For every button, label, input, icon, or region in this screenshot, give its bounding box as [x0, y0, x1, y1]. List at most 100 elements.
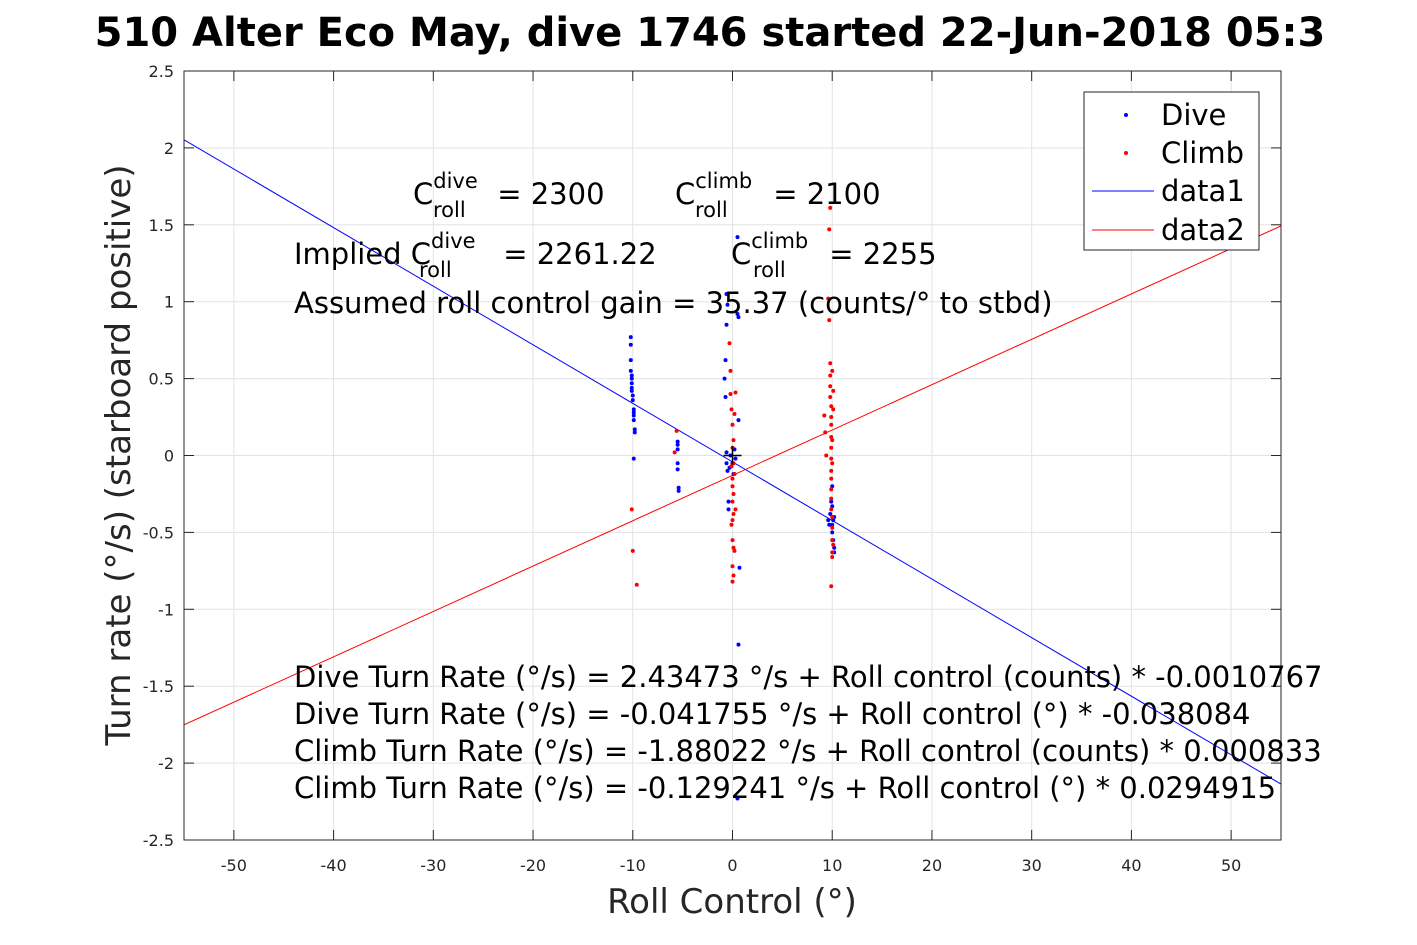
- climb-point-19: [729, 522, 734, 527]
- x-tick-label-1: -40: [321, 856, 347, 875]
- climb-point-2: [634, 582, 639, 587]
- legend-climb-marker: [1124, 151, 1128, 155]
- climb-point-15: [731, 491, 736, 496]
- climb-point-27: [732, 411, 737, 416]
- svg-text:Cclimb: Cclimb: [731, 229, 808, 271]
- dive-point-58: [831, 518, 836, 523]
- dive-point-61: [830, 522, 835, 527]
- climb-point-32: [823, 430, 828, 435]
- x-tick-label-8: 30: [1022, 856, 1042, 875]
- dive-point-19: [675, 442, 680, 447]
- x-tick-label-10: 50: [1221, 856, 1241, 875]
- y-tick-label-7: 1: [164, 293, 174, 312]
- dive-point-1: [628, 342, 633, 347]
- climb-point-26: [733, 390, 738, 395]
- data-points: [628, 205, 837, 801]
- climb-point-63: [830, 515, 835, 520]
- implied-dive-sup: dive: [431, 229, 476, 253]
- climb-point-42: [829, 422, 834, 427]
- dive-point-13: [631, 413, 636, 418]
- dive-point-34: [726, 499, 731, 504]
- dive-point-9: [630, 393, 635, 398]
- y-tick-label-10: 2.5: [149, 62, 174, 81]
- climb-point-25: [730, 579, 735, 584]
- c-roll-dive-value: = 2300: [488, 177, 605, 211]
- dive-point-54: [830, 530, 835, 535]
- dive-point-41: [733, 456, 738, 461]
- svg-text:Cclimb: Cclimb: [675, 169, 752, 211]
- legend-data1-label: data1: [1161, 174, 1245, 208]
- climb-point-4: [674, 428, 679, 433]
- dive-point-14: [631, 418, 636, 423]
- dive-point-52: [829, 499, 834, 504]
- dive-point-29: [722, 376, 727, 381]
- climb-point-46: [829, 468, 834, 473]
- climb-point-8: [729, 407, 734, 412]
- x-tick-label-2: -30: [420, 856, 446, 875]
- climb-point-53: [830, 550, 835, 555]
- climb-point-56: [827, 227, 832, 232]
- climb-point-47: [829, 476, 834, 481]
- climb-point-39: [828, 395, 833, 400]
- climb-point-64: [831, 542, 836, 547]
- c-roll-climb-sub: roll: [695, 198, 728, 222]
- climb-point-38: [828, 384, 833, 389]
- dive-point-28: [723, 358, 728, 363]
- chart-title: 510 Alter Eco May, dive 1746 started 22-…: [95, 10, 1326, 56]
- y-axis-label: Turn rate (°/s) (starboard positive): [99, 164, 139, 746]
- y-tick-label-8: 1.5: [149, 216, 174, 235]
- dive-point-4: [629, 373, 634, 378]
- c-roll-dive-base: C: [413, 177, 433, 211]
- dive-point-49: [826, 518, 831, 523]
- y-tick-label-4: -0.5: [143, 523, 174, 542]
- equation-annotations: Dive Turn Rate (°/s) = 2.43473 °/s + Rol…: [294, 660, 1322, 805]
- climb-point-59: [831, 388, 836, 393]
- dive-point-17: [631, 456, 636, 461]
- dive-point-45: [736, 418, 741, 423]
- dive-point-46: [737, 565, 742, 570]
- c-roll-climb-base: C: [675, 177, 695, 211]
- climb-point-20: [730, 538, 735, 543]
- x-tick-label-9: 40: [1121, 856, 1141, 875]
- implied-prefix: Implied C: [294, 237, 431, 271]
- x-tick-label-6: 10: [822, 856, 842, 875]
- climb-point-29: [732, 471, 737, 476]
- dive-point-33: [725, 468, 730, 473]
- climb-point-48: [829, 487, 834, 492]
- climb-point-37: [828, 373, 833, 378]
- climb-point-21: [731, 545, 736, 550]
- implied-climb-sup: climb: [751, 229, 808, 253]
- legend-data2-label: data2: [1161, 213, 1245, 247]
- equation-dive-counts: Dive Turn Rate (°/s) = 2.43473 °/s + Rol…: [294, 660, 1322, 694]
- climb-point-49: [829, 496, 834, 501]
- dive-point-42: [735, 312, 740, 317]
- climb-point-43: [829, 435, 834, 440]
- y-tick-label-9: 2: [164, 139, 174, 158]
- climb-point-45: [829, 456, 834, 461]
- c-roll-dive-sub: roll: [433, 198, 466, 222]
- svg-text:Implied Cdive: Implied Cdive: [294, 229, 476, 271]
- dive-point-5: [629, 376, 634, 381]
- climb-point-17: [731, 511, 736, 516]
- x-tick-label-3: -20: [520, 856, 546, 875]
- climb-point-5: [727, 341, 732, 346]
- dive-point-10: [630, 398, 635, 403]
- climb-point-31: [822, 413, 827, 418]
- gain-annotation: Assumed roll control gain = 35.37 (count…: [294, 286, 1053, 320]
- dive-point-26: [725, 302, 730, 307]
- x-ticks: -50 -40 -30 -20 -10 0 10 20 30 40 50: [221, 71, 1241, 875]
- c-roll-climb-sup: climb: [695, 169, 752, 193]
- dive-point-23: [676, 485, 681, 490]
- y-tick-label-1: -2: [158, 754, 174, 773]
- c-roll-annotation: Cdive roll = 2300 Cclimb roll = 2100: [413, 169, 881, 222]
- dive-point-35: [726, 507, 731, 512]
- legend-dive-label: Dive: [1161, 98, 1226, 132]
- dive-point-7: [629, 385, 634, 390]
- climb-point-12: [729, 464, 734, 469]
- dive-point-16: [632, 430, 637, 435]
- climb-point-62: [830, 461, 835, 466]
- climb-point-34: [826, 296, 831, 301]
- implied-climb-base: C: [731, 237, 751, 271]
- climb-point-44: [829, 445, 834, 450]
